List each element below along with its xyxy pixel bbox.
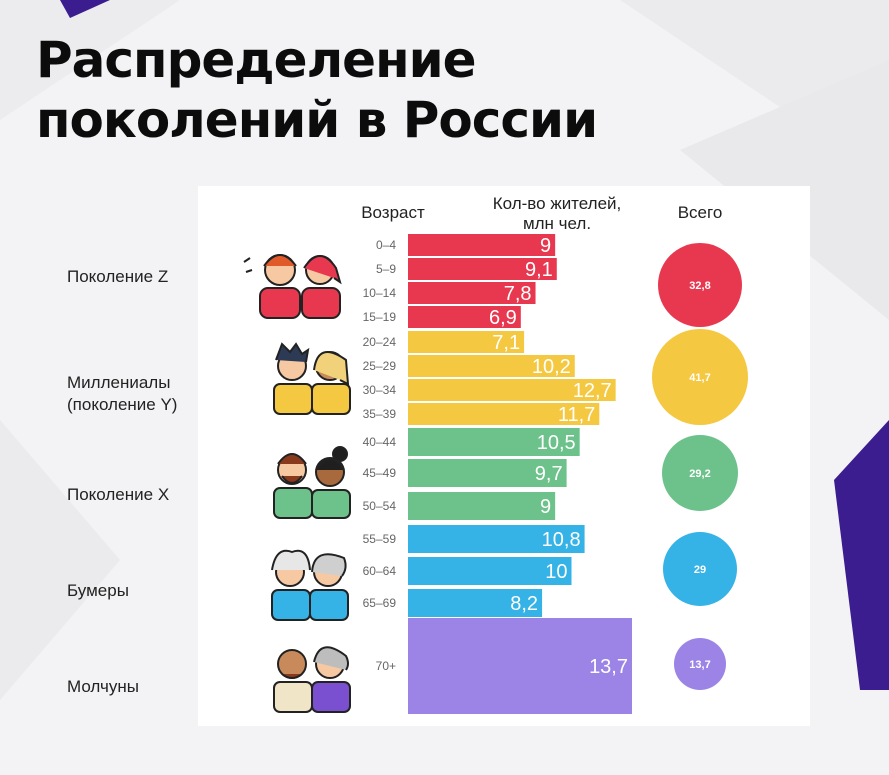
gen-label-z: Поколение Z [67, 267, 169, 286]
bar-50–54 [408, 492, 556, 520]
total-value-label: 13,7 [689, 659, 710, 671]
age-tick-label: 45–49 [363, 466, 397, 480]
age-tick-label: 20–24 [363, 335, 397, 349]
bar-45–49 [408, 459, 567, 487]
age-header: Возраст [361, 203, 425, 222]
bar-value-label: 10,5 [537, 432, 576, 454]
total-circle-z [658, 243, 742, 327]
chart-panel-header-bg [460, 186, 650, 226]
bar-5–9 [408, 258, 557, 280]
bar-25–29 [408, 355, 575, 377]
page-title: Распределение поколений в России [36, 30, 598, 150]
millennials-avatar-icon [273, 342, 351, 415]
bar-value-label: 9,1 [525, 259, 553, 281]
bar-value-label: 10,2 [532, 356, 571, 378]
total-value-label: 29 [694, 564, 706, 576]
bar-40–44 [408, 428, 580, 456]
bar-value-label: 9,7 [535, 463, 563, 485]
total-circle-boomers [663, 532, 737, 606]
bar-value-label: 13,7 [589, 656, 628, 678]
total-value-label: 41,7 [689, 372, 710, 384]
bar-value-label: 6,9 [489, 307, 517, 329]
bar-value-label: 12,7 [573, 380, 612, 402]
silent-generation-avatar-icon [273, 646, 351, 713]
residents-header: Кол-во жителей, млн чел. [492, 194, 622, 233]
age-tick-label: 10–14 [363, 286, 397, 300]
bar-value-label: 7,8 [504, 283, 532, 305]
total-header: Всего [677, 203, 723, 222]
gen-label-x: Поколение X [67, 485, 170, 504]
total-circle-silent [674, 638, 726, 690]
title-line-1: Распределение [36, 31, 477, 89]
title-line-2: поколений в России [36, 91, 598, 149]
age-tick-label: 35–39 [363, 407, 397, 421]
boomers-avatar-icon [271, 549, 349, 621]
bar-65–69 [408, 589, 543, 617]
age-tick-label: 55–59 [363, 532, 397, 546]
generation-z-avatar-icon [243, 254, 342, 319]
bar-20–24 [408, 331, 525, 353]
gen-label-boomers: Бумеры [67, 581, 129, 600]
age-tick-label: 70+ [376, 659, 396, 673]
age-tick-label: 0–4 [376, 238, 396, 252]
age-tick-label: 25–29 [363, 359, 397, 373]
accent-shape-top [60, 0, 110, 18]
bar-60–64 [408, 557, 572, 585]
bar-10–14 [408, 282, 536, 304]
bar-70+ [408, 618, 632, 714]
total-circle-x [662, 435, 738, 511]
gen-label-millennials: Миллениалы (поколение Y) [67, 373, 178, 414]
bar-value-label: 7,1 [492, 332, 520, 354]
bar-value-label: 8,2 [510, 593, 538, 615]
generation-x-avatar-icon [273, 446, 351, 519]
bar-35–39 [408, 403, 600, 425]
age-tick-label: 40–44 [363, 435, 397, 449]
bar-value-label: 9 [540, 235, 551, 257]
total-circle-millennials [652, 329, 748, 425]
bar-15–19 [408, 306, 521, 328]
age-tick-label: 5–9 [376, 262, 396, 276]
age-tick-label: 30–34 [363, 383, 397, 397]
bar-30–34 [408, 379, 616, 401]
age-tick-label: 15–19 [363, 310, 397, 324]
bar-value-label: 11,7 [558, 404, 595, 426]
bar-value-label: 9 [540, 496, 551, 518]
bar-value-label: 10,8 [542, 529, 581, 551]
bar-value-label: 10 [545, 561, 567, 583]
age-tick-label: 60–64 [363, 564, 397, 578]
accent-shape-right [834, 420, 889, 690]
gen-label-silent: Молчуны [67, 677, 139, 696]
age-tick-label: 50–54 [363, 499, 397, 513]
total-value-label: 29,2 [689, 468, 710, 480]
age-tick-label: 65–69 [363, 596, 397, 610]
total-value-label: 32,8 [689, 280, 710, 292]
bar-0–4 [408, 234, 556, 256]
bar-55–59 [408, 525, 585, 553]
